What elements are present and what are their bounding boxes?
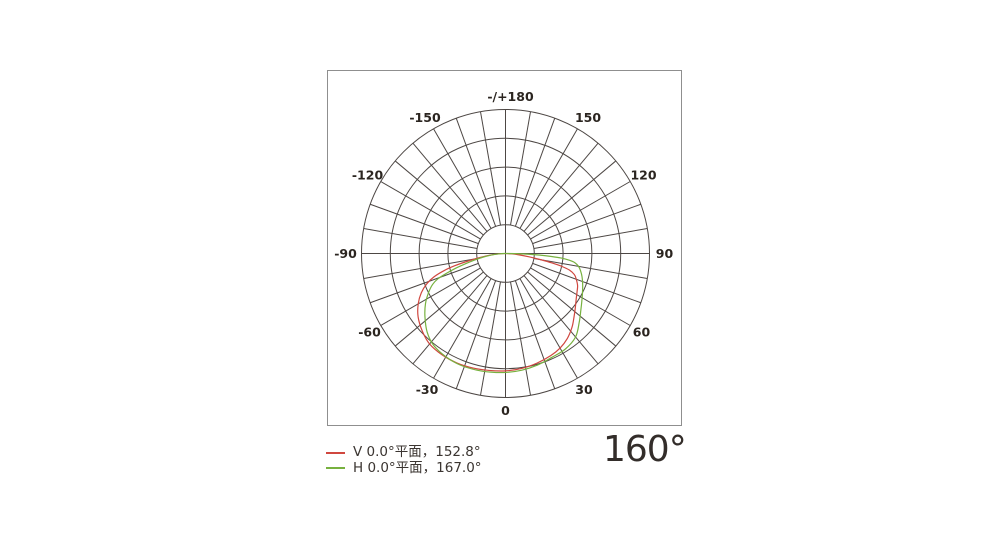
svg-text:-/+180: -/+180 (487, 89, 534, 104)
svg-text:0: 0 (501, 403, 510, 418)
curve-v-plane (417, 252, 579, 372)
polar-curves (417, 252, 584, 374)
legend-item-h-plane: H 0.0°平面，167.0° (326, 459, 482, 477)
svg-text:-60: -60 (358, 325, 381, 340)
polar-chart: 0 30 60 90 120 150 -/+180 -150 -120 -90 -60 -30 (334, 89, 673, 418)
svg-text:-90: -90 (334, 246, 357, 261)
photometric-chart-frame: 0 30 60 90 120 150 -/+180 -150 -120 -90 -60 -30 (327, 70, 682, 426)
svg-text:30: 30 (575, 382, 593, 397)
svg-text:90: 90 (656, 246, 674, 261)
legend-item-v-plane: V 0.0°平面，152.8° (326, 444, 482, 461)
legend-swatch-h-plane (326, 467, 345, 470)
svg-text:-150: -150 (409, 110, 441, 125)
svg-text:120: 120 (630, 168, 656, 183)
polar-angle-labels: 0 30 60 90 120 150 -/+180 -150 -120 -90 -60 -30 (334, 89, 673, 418)
legend-label-v-plane: V 0.0°平面，152.8° (353, 444, 481, 460)
curve-h-plane (424, 252, 584, 374)
svg-text:-120: -120 (352, 168, 384, 183)
svg-text:-30: -30 (416, 382, 439, 397)
legend: V 0.0°平面，152.8° H 0.0°平面，167.0° (326, 444, 482, 477)
legend-label-h-plane: H 0.0°平面，167.0° (353, 459, 482, 476)
svg-text:60: 60 (633, 325, 651, 340)
beam-angle-value: 160° (603, 429, 687, 470)
legend-swatch-v-plane (326, 451, 345, 454)
svg-text:150: 150 (575, 110, 601, 125)
polar-grid (361, 109, 650, 398)
